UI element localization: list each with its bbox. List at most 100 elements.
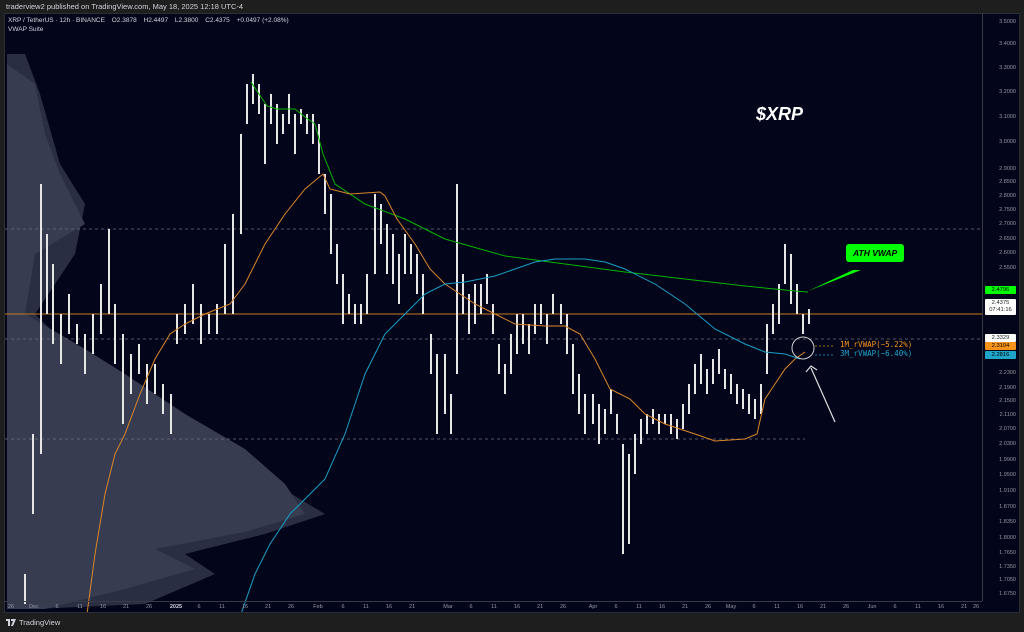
price-axis[interactable]: 3.5000 3.4000 3.3000 3.2000 3.1000 3.000… <box>982 13 1020 601</box>
time-tick: 26 <box>559 604 567 610</box>
time-tick: 21 <box>122 604 130 610</box>
ath-vwap-callout: ATH VWAP <box>846 244 905 262</box>
time-tick: 6 <box>614 604 618 610</box>
time-tick: 6 <box>893 604 897 610</box>
high-value: H2.4497 <box>143 17 169 24</box>
price-tick: 2.6000 <box>999 250 1016 256</box>
ath-vwap-line <box>250 81 809 293</box>
chart-pane[interactable] <box>4 13 1020 613</box>
time-tick: 16 <box>385 604 393 610</box>
time-axis[interactable]: 26 Dec 6 11 16 21 26 2025 6 11 16 21 26 … <box>4 601 982 613</box>
rvwap-3m-label: 3M_rVWAP(−6.40%) <box>840 349 913 358</box>
time-tick: 6 <box>197 604 201 610</box>
price-tick: 2.1900 <box>999 385 1016 391</box>
candles <box>24 74 810 604</box>
chart-title-annotation: $XRP <box>756 104 804 124</box>
time-tick: 26 <box>842 604 850 610</box>
footer-brand[interactable]: TradingView <box>6 618 60 627</box>
time-tick: 11 <box>636 604 642 610</box>
rvwap-3m-line <box>241 258 801 612</box>
time-tick: Jun <box>867 604 877 610</box>
time-tick: 6 <box>469 604 473 610</box>
time-tick: 16 <box>99 604 107 610</box>
time-tick: 16 <box>241 604 249 610</box>
time-tick: 21 <box>960 604 968 610</box>
ath-vwap-price-tag: 2.4796 <box>985 286 1016 294</box>
highlight-circle <box>791 336 815 360</box>
time-tick: Dec <box>29 604 39 610</box>
time-tick: 11 <box>915 604 921 610</box>
low-value: L2.3800 <box>174 17 199 24</box>
price-tick: 3.1000 <box>999 114 1016 120</box>
ath-callout-pointer <box>808 270 861 291</box>
price-tick: 1.9100 <box>999 488 1016 494</box>
indicator-label[interactable]: VWAP Suite <box>8 26 44 33</box>
time-tick: 26 <box>704 604 712 610</box>
price-tick: 2.1500 <box>999 398 1016 404</box>
price-tick: 1.8000 <box>999 535 1016 541</box>
price-tick: 1.8350 <box>999 519 1016 525</box>
time-tick: Mar <box>443 604 453 610</box>
time-tick: 11 <box>219 604 225 610</box>
price-tick: 1.7650 <box>999 550 1016 556</box>
time-tick: 11 <box>363 604 369 610</box>
bar-countdown: 07:41:16 <box>989 307 1012 313</box>
price-tick: 2.7000 <box>999 221 1016 227</box>
price-tick: 1.8700 <box>999 504 1016 510</box>
time-tick: 11 <box>774 604 780 610</box>
tradingview-logo-icon <box>6 619 16 626</box>
price-tick: 1.9500 <box>999 472 1016 478</box>
time-tick: 11 <box>77 604 83 610</box>
rvwap-1m-line <box>86 173 806 612</box>
time-tick: 26 <box>972 604 980 610</box>
price-tick: 2.8000 <box>999 193 1016 199</box>
volume-profile <box>7 54 325 609</box>
price-tick: 1.9900 <box>999 457 1016 463</box>
time-tick: 26 <box>145 604 153 610</box>
open-value: O2.3878 <box>111 17 137 24</box>
time-tick: 21 <box>681 604 689 610</box>
time-tick: Feb <box>313 604 323 610</box>
price-tick: 3.3000 <box>999 65 1016 71</box>
close-value: C2.4375 <box>205 17 230 24</box>
price-tick: 3.5000 <box>999 19 1016 25</box>
price-tick: 3.0000 <box>999 139 1016 145</box>
time-tick: 21 <box>408 604 416 610</box>
brand-label: TradingView <box>19 618 61 627</box>
time-tick: 26 <box>7 604 15 610</box>
rvwap-1m-price-tag: 2.3104 <box>985 342 1016 350</box>
price-tick: 2.6500 <box>999 236 1016 242</box>
time-tick: 11 <box>491 604 497 610</box>
price-tick: 2.8500 <box>999 179 1016 185</box>
price-tick: 2.2300 <box>999 370 1016 376</box>
rvwap-3m-price-tag: 2.2816 <box>985 351 1016 359</box>
time-tick: Apr <box>588 604 598 610</box>
price-tick: 2.7500 <box>999 207 1016 213</box>
price-tick: 2.0700 <box>999 426 1016 432</box>
arrow-annotation <box>805 365 836 423</box>
last-price-tag: 2.4375 07:41:16 <box>985 299 1016 315</box>
publisher-line: traderview2 published on TradingView.com… <box>6 2 244 11</box>
time-tick: 6 <box>341 604 345 610</box>
time-tick: 21 <box>819 604 827 610</box>
price-tick: 1.6750 <box>999 591 1016 597</box>
chart-canvas <box>5 54 983 612</box>
time-tick: 16 <box>658 604 666 610</box>
symbol-label: XRP / TetherUS · 12h · BINANCE <box>8 17 105 24</box>
time-tick: 6 <box>752 604 756 610</box>
last-price: 2.4375 <box>991 300 1010 306</box>
time-tick: 21 <box>536 604 544 610</box>
price-tick: 2.1100 <box>999 412 1016 418</box>
time-tick: 6 <box>55 604 59 610</box>
price-tick: 2.0300 <box>999 441 1016 447</box>
price-tick: 3.2000 <box>999 89 1016 95</box>
price-tick: 1.7350 <box>999 564 1016 570</box>
time-tick: May <box>725 604 737 610</box>
price-tick: 3.4000 <box>999 41 1016 47</box>
change-value: +0.0497 (+2.08%) <box>236 17 289 24</box>
price-tick: 2.9000 <box>999 166 1016 172</box>
time-tick: 16 <box>796 604 804 610</box>
time-tick: 16 <box>513 604 521 610</box>
time-tick: 16 <box>937 604 945 610</box>
time-tick: 21 <box>264 604 272 610</box>
